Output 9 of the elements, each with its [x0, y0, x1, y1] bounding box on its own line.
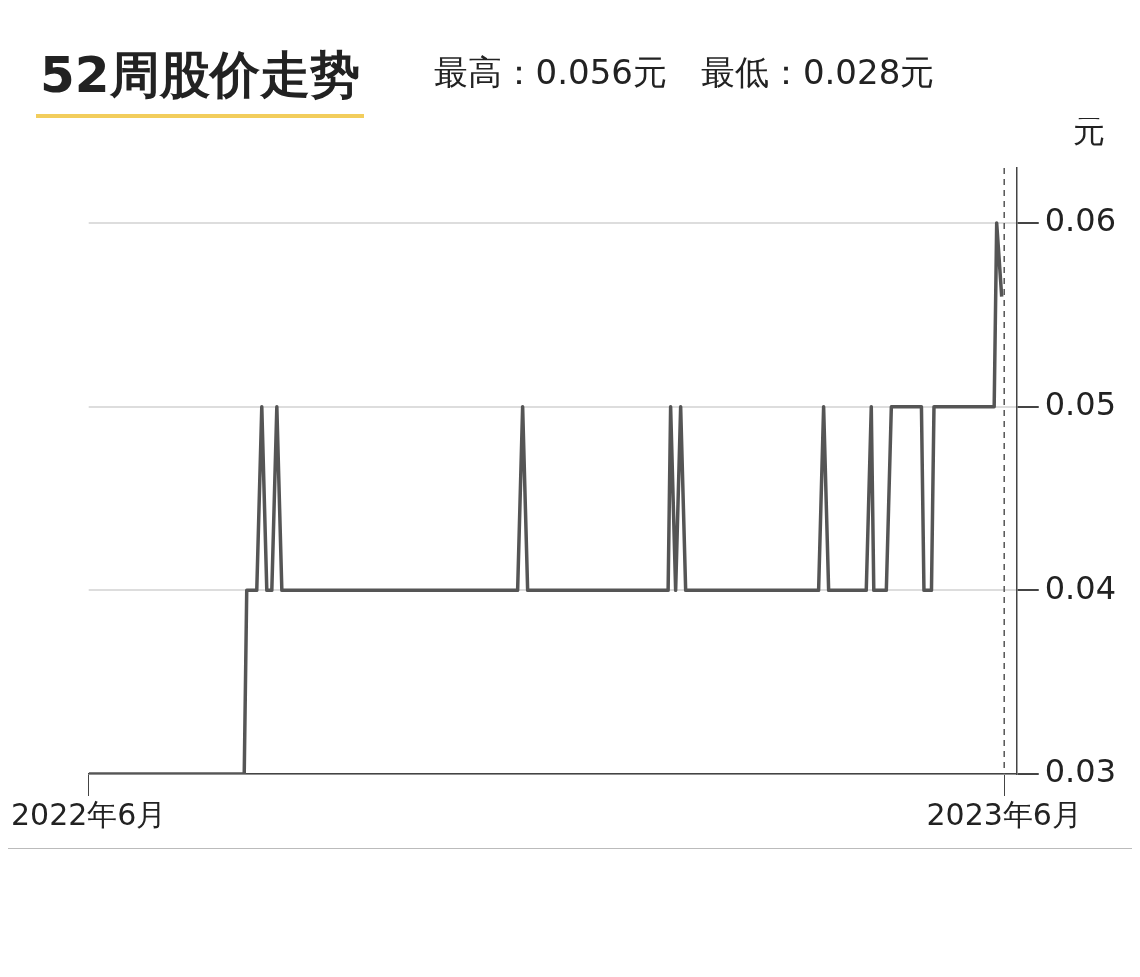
x-tick-label: 2022年6月: [11, 796, 167, 832]
y-tick-label: 0.06: [1044, 201, 1116, 240]
y-tick-label: 0.04: [1044, 568, 1116, 607]
chart-subtitle: 最高：0.056元 最低：0.028元: [433, 51, 935, 94]
y-tick-label: 0.05: [1044, 385, 1116, 424]
chart-title: 52周股价走势: [39, 45, 361, 106]
y-axis-title: 元: [1072, 112, 1105, 151]
x-tick-label: 2023年6月: [926, 796, 1082, 832]
y-tick-label: 0.03: [1044, 752, 1116, 791]
